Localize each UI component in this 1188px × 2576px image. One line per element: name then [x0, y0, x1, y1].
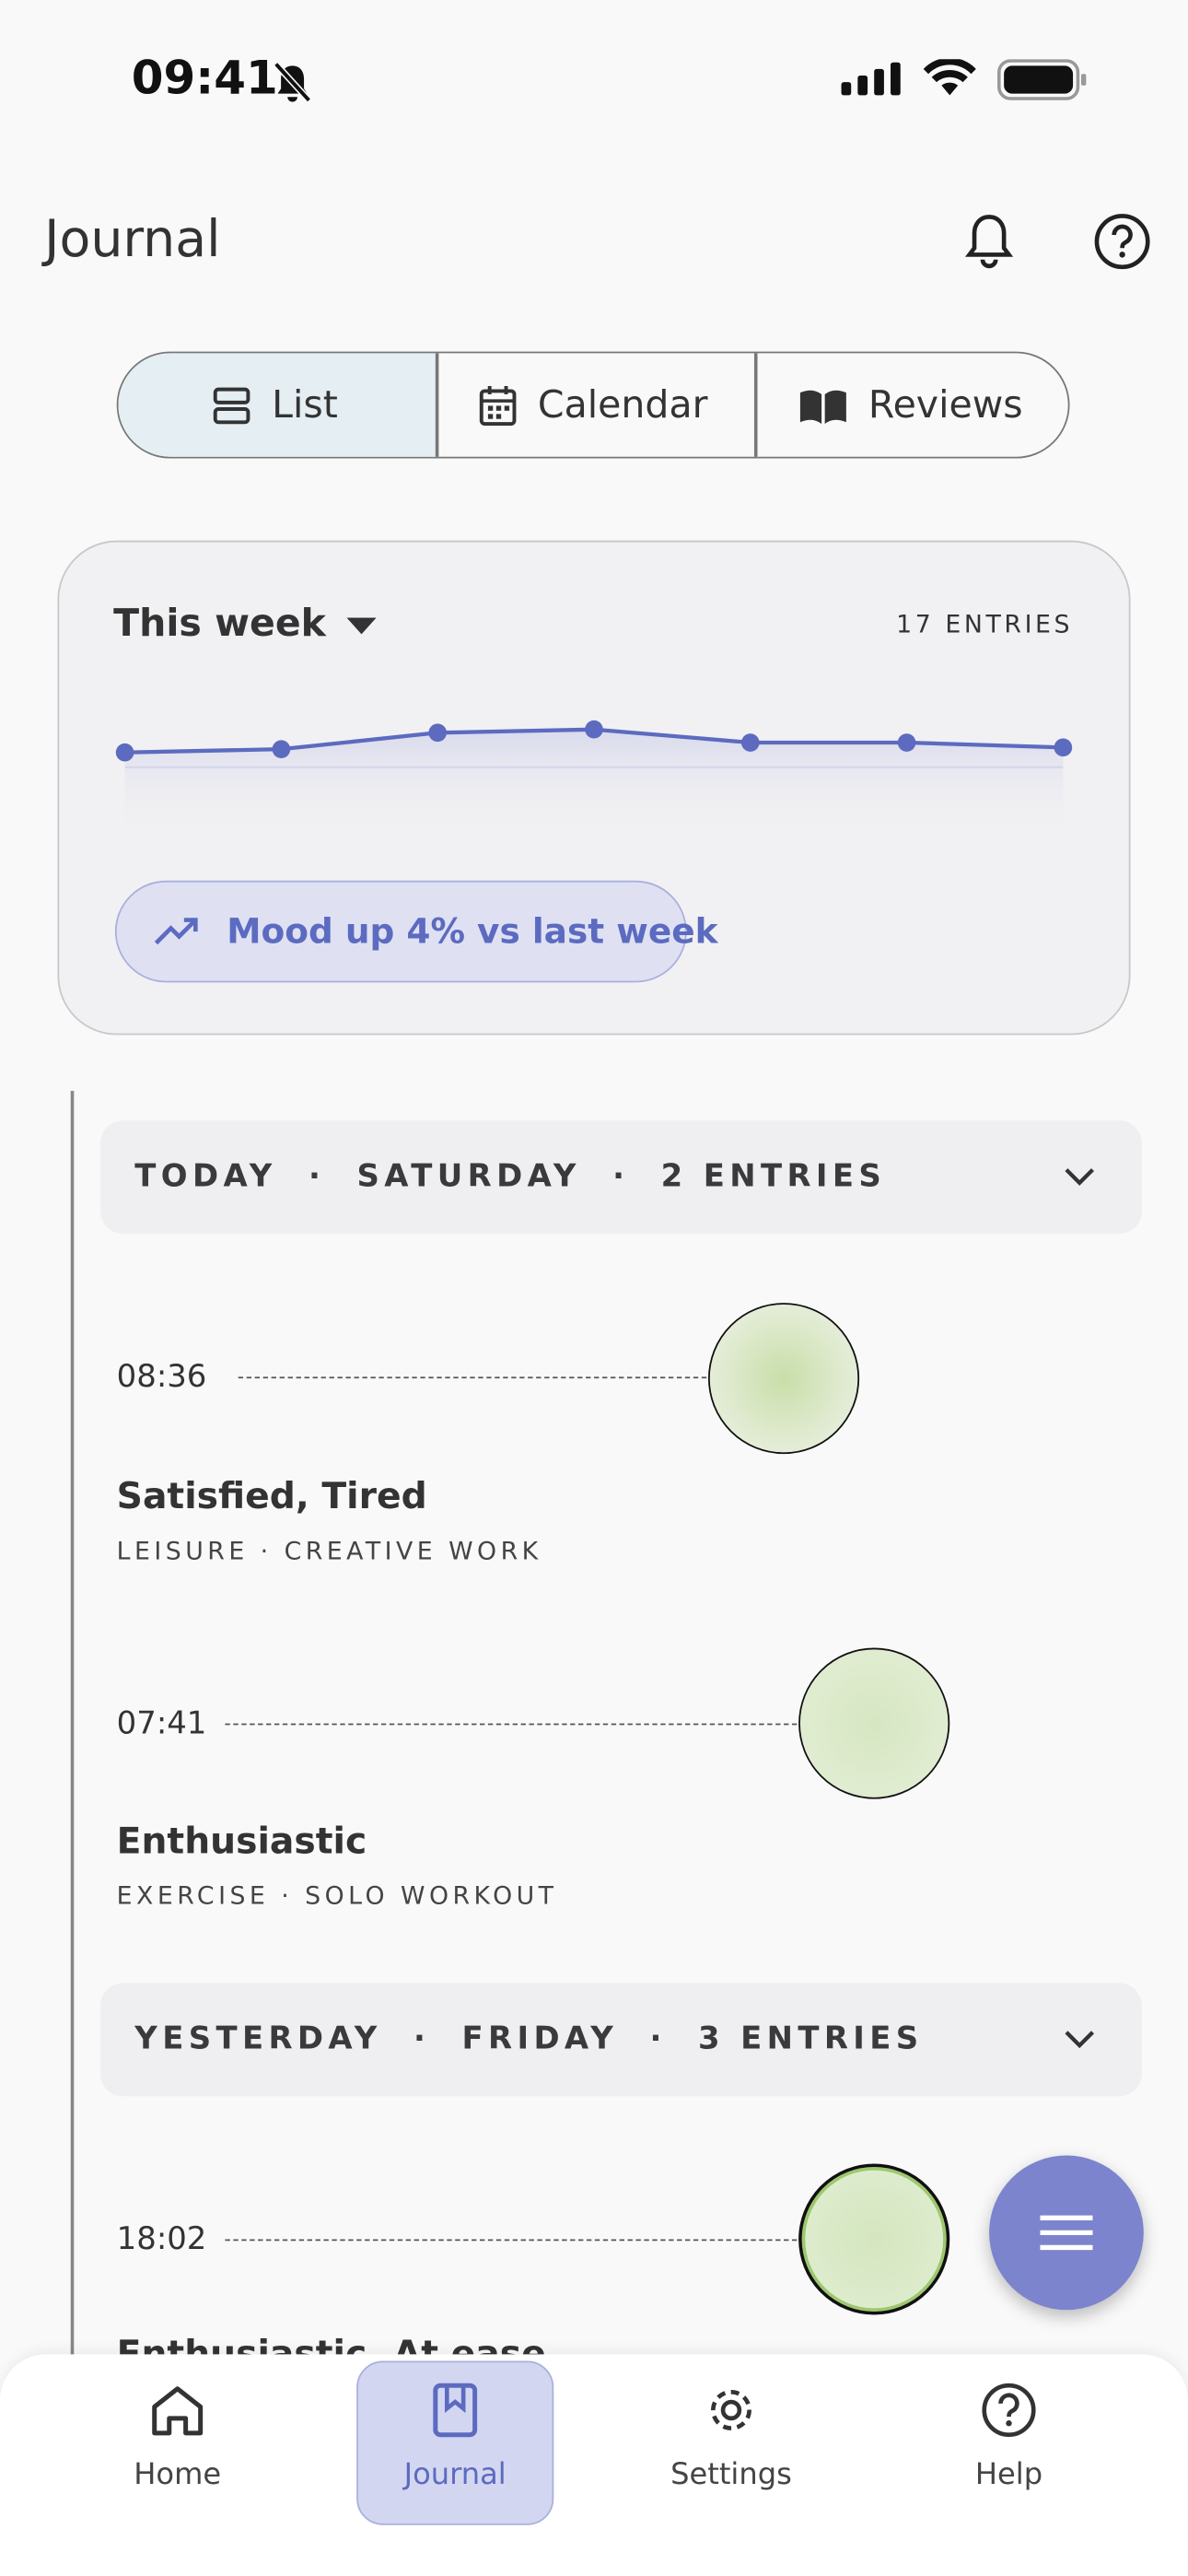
entry-time: 07:41: [116, 1704, 207, 1742]
silent-icon: [274, 62, 312, 103]
tab-calendar[interactable]: Calendar: [434, 352, 752, 459]
nav-journal[interactable]: Journal: [356, 2383, 553, 2491]
mood-bubble[interactable]: [798, 2163, 950, 2315]
tab-reviews[interactable]: Reviews: [752, 352, 1069, 459]
day-header-text: YESTERDAY · FRIDAY · 3 ENTRIES: [134, 2020, 924, 2057]
trend-area: [124, 729, 1064, 838]
notifications-button[interactable]: [960, 210, 1019, 273]
nav-selected: [356, 2360, 554, 2525]
mood-bubble[interactable]: [798, 1647, 950, 1799]
nav-label: Settings: [670, 2457, 792, 2493]
trend-point: [272, 740, 291, 758]
mood-bubble[interactable]: [707, 1303, 860, 1455]
entry-mood: Satisfied, Tired: [116, 1477, 427, 1518]
entry-tags: LEISURE · CREATIVE WORK: [116, 1536, 542, 1566]
day-header-text: TODAY · SATURDAY · 2 ENTRIES: [134, 1158, 887, 1195]
status-time: 09:41: [131, 51, 278, 106]
entry-tags: EXERCISE · SOLO WORKOUT: [116, 1880, 558, 1911]
nav-label: Journal: [403, 2457, 507, 2493]
trend-point: [897, 733, 916, 752]
tab-list[interactable]: List: [117, 352, 434, 459]
collapse-icon: [1065, 2031, 1095, 2049]
help-button[interactable]: [1091, 210, 1154, 273]
status-icons: [841, 59, 1087, 100]
entry-time: 18:02: [116, 2220, 207, 2258]
mood-trend: [115, 720, 1073, 838]
trend-text: Mood up 4% vs last week: [227, 911, 718, 952]
collapse-icon: [1065, 1168, 1095, 1186]
menu-fab[interactable]: [989, 2155, 1144, 2311]
entry-time: 08:36: [116, 1358, 207, 1395]
tab-label: Reviews: [868, 383, 1023, 427]
nav-label: Help: [974, 2457, 1043, 2493]
entry-connector: [225, 1723, 798, 1726]
tab-label: List: [272, 383, 338, 427]
view-switcher: [116, 351, 1070, 459]
trend-badge: [114, 880, 687, 983]
trend-point: [1054, 738, 1073, 757]
page-title: Journal: [44, 210, 221, 270]
entry-connector: [238, 1376, 707, 1379]
trend-icon: [154, 918, 198, 945]
timeline-line: [70, 1091, 74, 2406]
trend-point: [585, 720, 603, 739]
entry-mood: Enthusiastic: [116, 1821, 367, 1864]
tab-label: Calendar: [537, 383, 708, 427]
nav-home[interactable]: Home: [79, 2383, 276, 2491]
period-selector[interactable]: This week: [113, 603, 326, 646]
nav-help[interactable]: Help: [910, 2383, 1107, 2491]
nav-settings[interactable]: Settings: [633, 2383, 830, 2491]
trend-point: [740, 733, 760, 752]
trend-point: [115, 743, 134, 762]
trend-point: [428, 723, 448, 743]
entry-connector: [225, 2239, 798, 2242]
dropdown-icon: [346, 617, 377, 635]
entry-count: 17 ENTRIES: [896, 609, 1074, 639]
day-header[interactable]: YESTERDAY · FRIDAY · 3 ENTRIES: [99, 1983, 1143, 2097]
nav-label: Home: [134, 2457, 222, 2493]
day-header[interactable]: TODAY · SATURDAY · 2 ENTRIES: [99, 1120, 1143, 1235]
